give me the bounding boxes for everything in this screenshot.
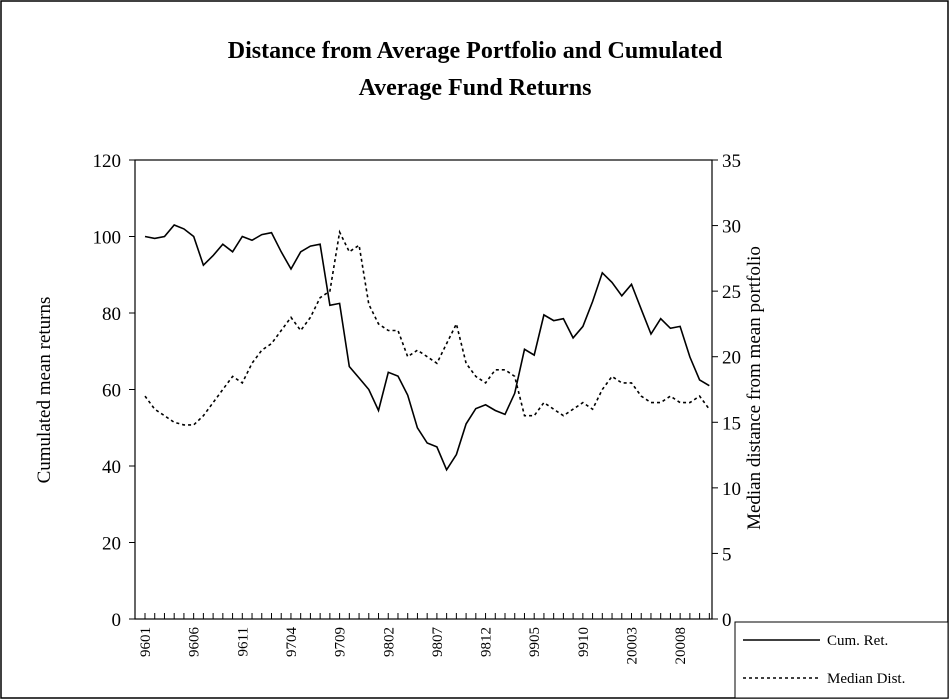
x-tick-label: 9704	[284, 627, 300, 658]
y2-tick-label: 30	[722, 217, 741, 238]
chart-title: Average Fund Returns	[359, 75, 592, 101]
series-line	[144, 224, 710, 472]
x-tick-label: 20003	[625, 627, 641, 665]
x-tick-label: 9905	[527, 627, 543, 657]
y-tick-label: 80	[102, 304, 121, 325]
y2-tick-label: 10	[722, 479, 741, 500]
y-tick-label: 0	[112, 610, 122, 631]
x-tick-label: 9802	[381, 627, 397, 657]
y-tick-label: 20	[102, 534, 121, 555]
y2-tick-label: 25	[722, 282, 741, 303]
y-tick-label: 40	[102, 457, 121, 478]
x-tick-label: 9812	[479, 627, 495, 657]
x-tick-label: 20008	[673, 627, 689, 665]
x-tick-label: 9606	[187, 627, 203, 658]
y-tick-label: 60	[102, 381, 121, 402]
x-tick-label: 9709	[333, 627, 349, 657]
y-tick-label: 120	[93, 151, 122, 172]
y2-tick-label: 35	[722, 151, 741, 172]
y2-tick-label: 0	[722, 610, 732, 631]
y2-tick-label: 20	[722, 348, 741, 369]
y-tick-label: 100	[93, 228, 122, 249]
y2-tick-label: 5	[722, 544, 732, 565]
legend-box	[734, 621, 949, 699]
x-tick-label: 9910	[576, 627, 592, 657]
x-tick-label: 9611	[235, 627, 251, 656]
chart-title: Distance from Average Portfolio and Cumu…	[228, 38, 723, 64]
series-line	[144, 229, 710, 426]
x-tick-label: 9601	[138, 627, 154, 657]
legend-label: Median Dist.	[827, 671, 905, 687]
legend-label: Cum. Ret.	[827, 633, 888, 649]
y2-tick-label: 15	[722, 413, 741, 434]
x-tick-label: 9807	[430, 627, 446, 658]
y-axis-label: Cumulated mean returns	[34, 297, 55, 484]
y2-axis-label: Median distance from mean portfolio	[744, 246, 765, 530]
